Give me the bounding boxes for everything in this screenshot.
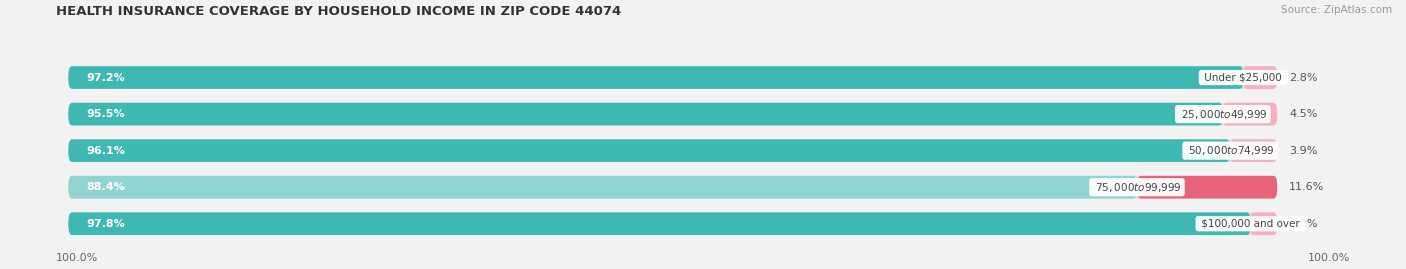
Text: 95.5%: 95.5% bbox=[86, 109, 125, 119]
Text: 96.1%: 96.1% bbox=[86, 146, 125, 156]
FancyBboxPatch shape bbox=[1250, 213, 1277, 235]
Text: 97.8%: 97.8% bbox=[86, 219, 125, 229]
Text: HEALTH INSURANCE COVERAGE BY HOUSEHOLD INCOME IN ZIP CODE 44074: HEALTH INSURANCE COVERAGE BY HOUSEHOLD I… bbox=[56, 5, 621, 18]
FancyBboxPatch shape bbox=[69, 176, 1137, 199]
Text: 100.0%: 100.0% bbox=[56, 253, 98, 263]
Text: 3.9%: 3.9% bbox=[1289, 146, 1317, 156]
FancyBboxPatch shape bbox=[69, 176, 1277, 199]
FancyBboxPatch shape bbox=[1137, 176, 1277, 199]
Text: 11.6%: 11.6% bbox=[1289, 182, 1324, 192]
FancyBboxPatch shape bbox=[69, 66, 1243, 89]
Text: 97.2%: 97.2% bbox=[86, 73, 125, 83]
Text: 2.8%: 2.8% bbox=[1289, 73, 1317, 83]
Text: 4.5%: 4.5% bbox=[1289, 109, 1317, 119]
Text: $75,000 to $99,999: $75,000 to $99,999 bbox=[1092, 181, 1182, 194]
Text: Under $25,000: Under $25,000 bbox=[1201, 73, 1285, 83]
FancyBboxPatch shape bbox=[1223, 103, 1277, 125]
Text: $100,000 and over: $100,000 and over bbox=[1198, 219, 1303, 229]
FancyBboxPatch shape bbox=[1243, 66, 1277, 89]
Text: $50,000 to $74,999: $50,000 to $74,999 bbox=[1185, 144, 1275, 157]
Text: 100.0%: 100.0% bbox=[1308, 253, 1350, 263]
FancyBboxPatch shape bbox=[69, 103, 1223, 125]
FancyBboxPatch shape bbox=[69, 66, 1277, 89]
FancyBboxPatch shape bbox=[1230, 139, 1277, 162]
FancyBboxPatch shape bbox=[69, 103, 1277, 125]
FancyBboxPatch shape bbox=[69, 213, 1250, 235]
Text: 88.4%: 88.4% bbox=[86, 182, 125, 192]
Text: Source: ZipAtlas.com: Source: ZipAtlas.com bbox=[1281, 5, 1392, 15]
FancyBboxPatch shape bbox=[69, 139, 1277, 162]
FancyBboxPatch shape bbox=[69, 139, 1230, 162]
FancyBboxPatch shape bbox=[69, 213, 1277, 235]
Text: $25,000 to $49,999: $25,000 to $49,999 bbox=[1178, 108, 1268, 121]
Text: 2.2%: 2.2% bbox=[1289, 219, 1317, 229]
